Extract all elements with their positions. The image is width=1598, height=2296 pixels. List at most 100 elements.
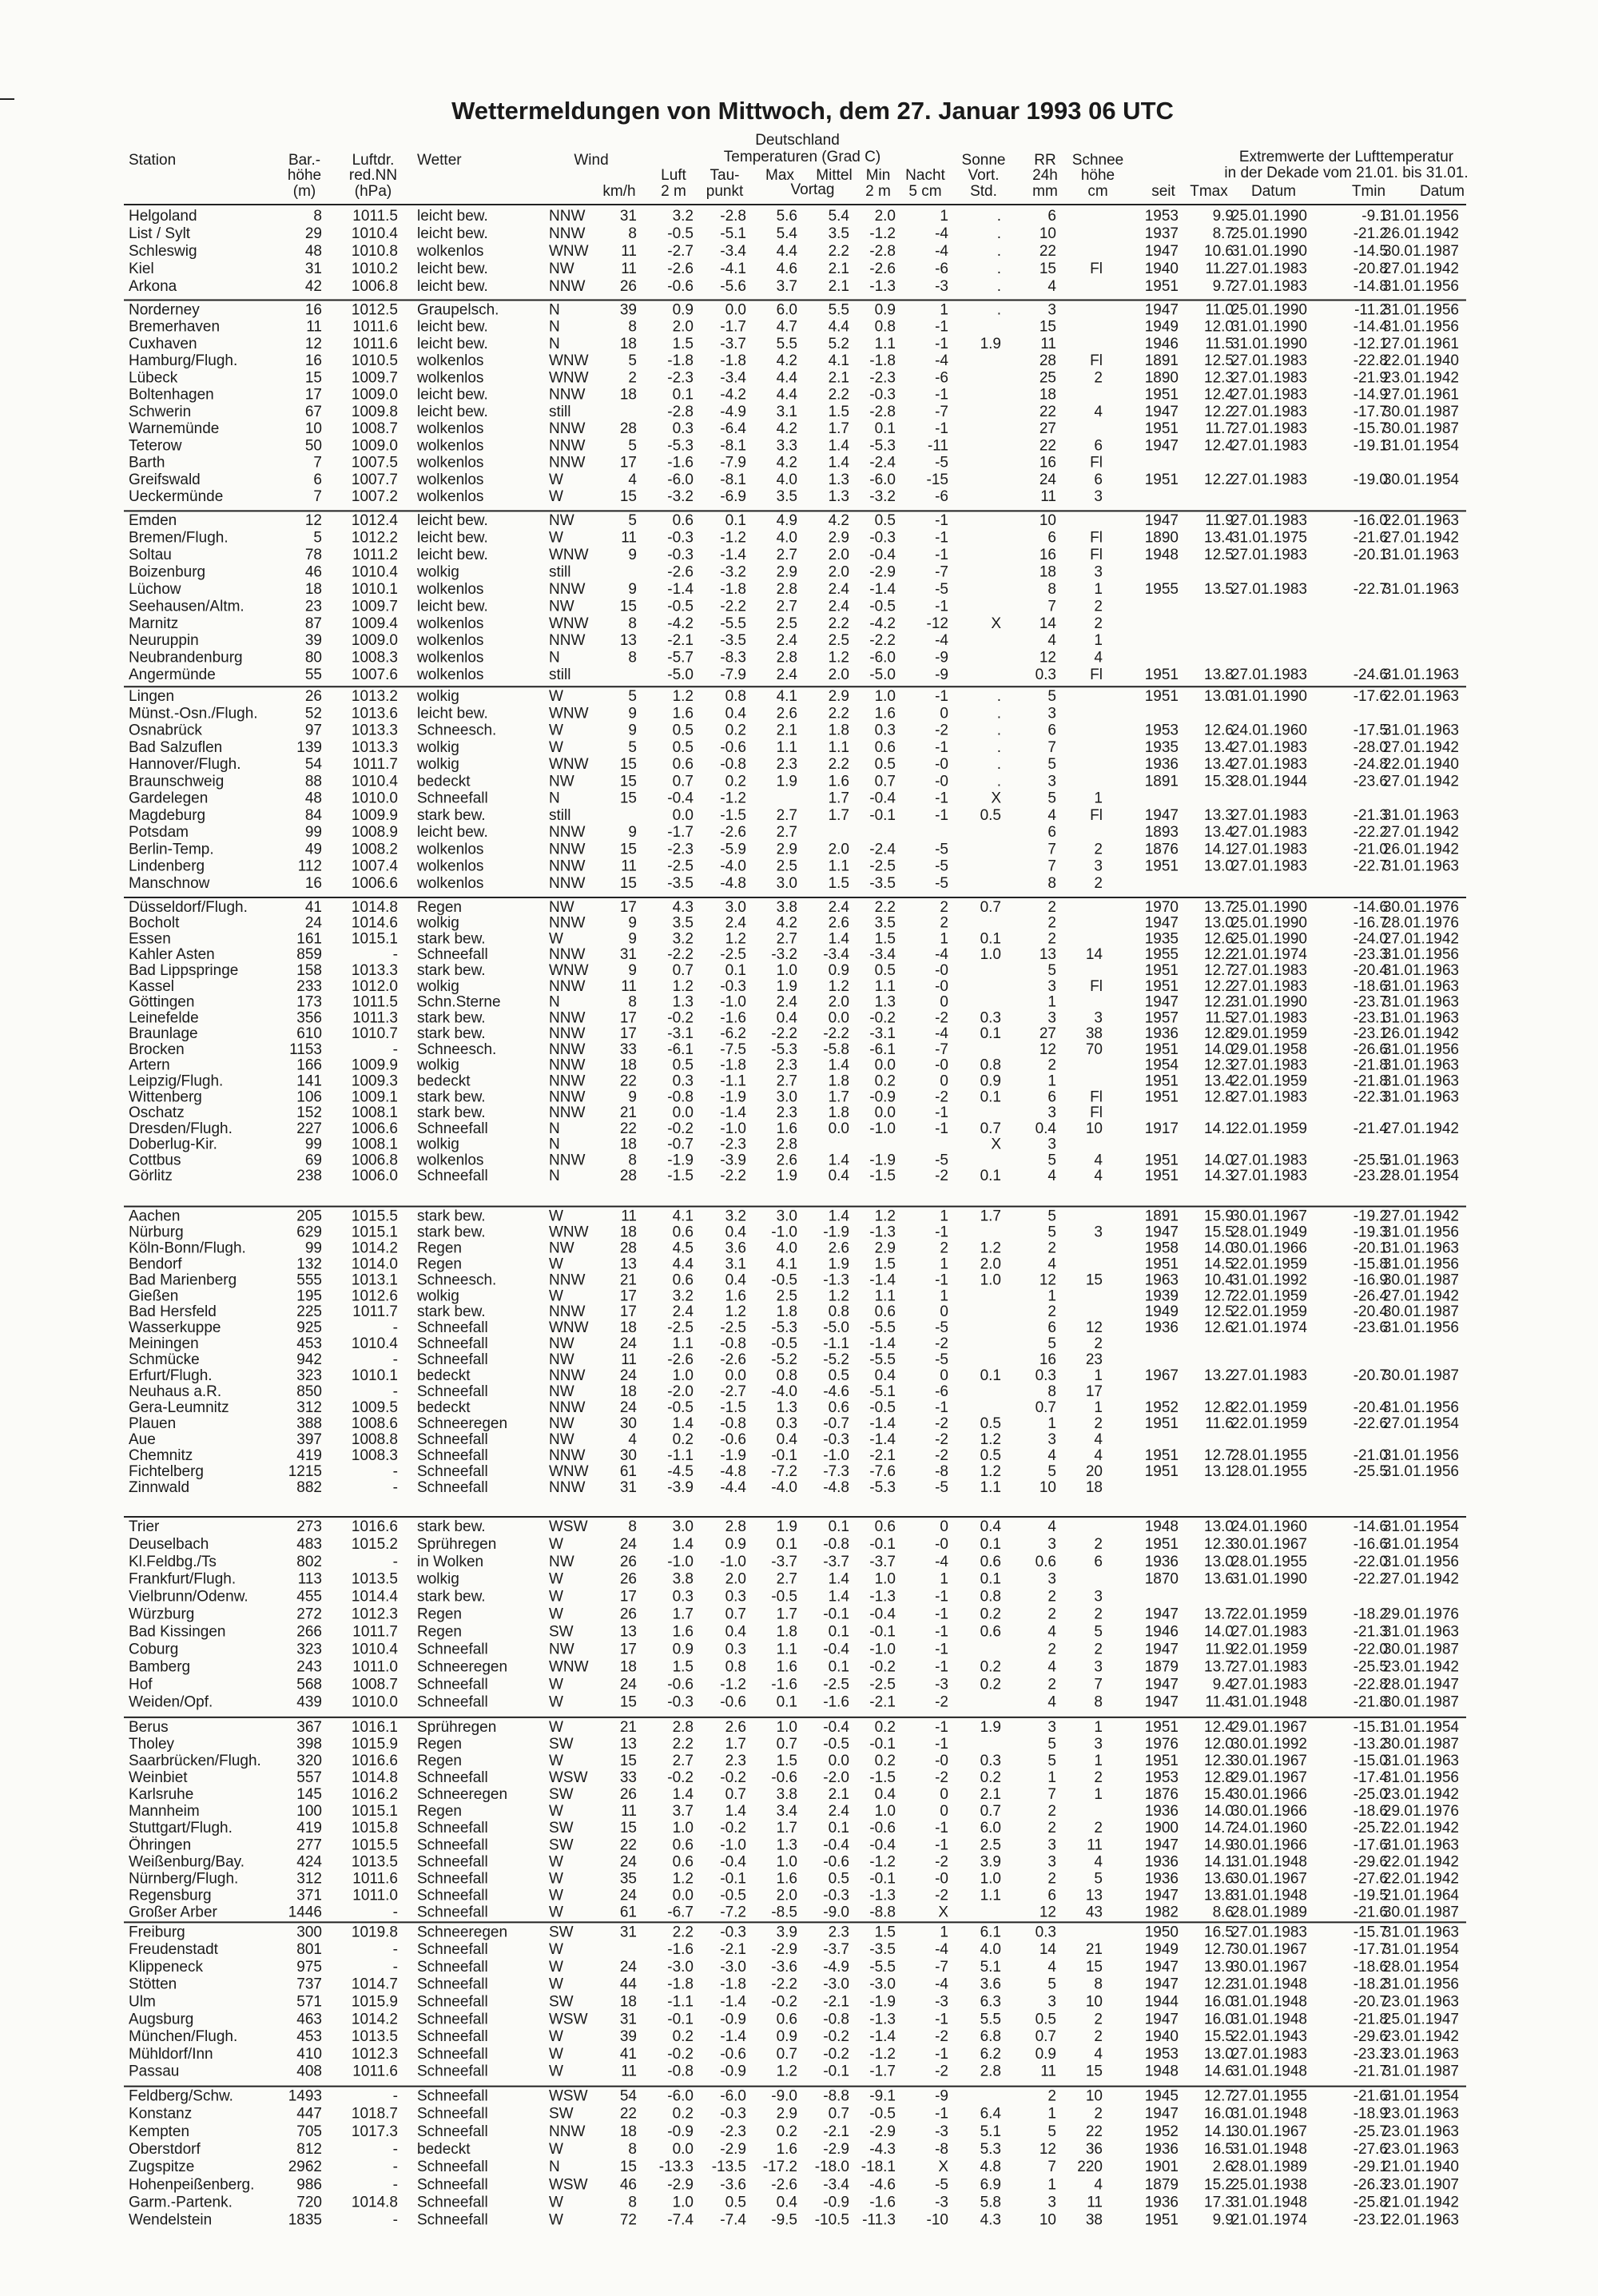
cell: 1.6 [673, 705, 694, 722]
cell: 0.1 [725, 962, 746, 979]
cell: -0.6 [720, 2046, 746, 2063]
cell: -10.5 [815, 2212, 849, 2229]
cell: 388 [296, 1415, 322, 1432]
cell: 27.01.1983 [1231, 420, 1307, 437]
cell: -18.0 [815, 2159, 849, 2175]
cell: leicht bew. [417, 547, 488, 563]
cell: 158 [296, 962, 322, 979]
cell: -17.5 [1354, 722, 1388, 739]
cell: 0.4 [1036, 1120, 1057, 1137]
cell: 859 [296, 946, 322, 963]
cell: 3.8 [777, 899, 797, 916]
cell: 22 [620, 1120, 637, 1137]
cell: W [549, 530, 563, 547]
cell: -1.6 [823, 1694, 849, 1711]
cell: W [549, 1536, 563, 1553]
cell: 3 [1047, 1571, 1056, 1588]
cell: 3.9 [980, 1853, 1001, 1870]
column-header: 2 m [865, 183, 891, 200]
cell: 27.01.1983 [1231, 841, 1307, 858]
cell: 13.4 [1204, 739, 1234, 756]
cell: 2.2 [875, 899, 896, 916]
cell: WNW [549, 243, 589, 260]
cell: 1.1 [829, 739, 849, 756]
cell: 5 [1047, 1335, 1056, 1352]
cell: -1.4 [869, 581, 896, 598]
cell: 26 [305, 688, 322, 705]
cell: 1.2 [673, 688, 694, 705]
station-name: Konstanz [129, 2106, 192, 2123]
cell: 13.5 [1204, 581, 1234, 598]
cell: 1939 [1145, 1287, 1179, 1304]
cell: 21.01.1940 [1383, 2159, 1459, 2175]
cell: 2.9 [875, 1240, 896, 1256]
cell: -1.9 [869, 1152, 896, 1168]
cell: 0.9 [673, 1641, 694, 1658]
cell: 1.2 [875, 1208, 896, 1224]
cell: 1.4 [829, 930, 850, 947]
cell: 1.8 [777, 1303, 797, 1320]
cell: 30.01.1992 [1231, 1736, 1307, 1753]
cell: 1.7 [673, 1606, 694, 1623]
cell: 0.1 [980, 1367, 1001, 1384]
cell: -0 [935, 1536, 948, 1553]
cell: 31.01.1956 [1383, 301, 1459, 318]
cell: 12.4 [1204, 387, 1234, 404]
cell: 5 [628, 512, 637, 529]
cell: 1.0 [980, 1271, 1001, 1288]
cell: 1936 [1145, 2141, 1179, 2158]
cell: 2.7 [777, 547, 797, 563]
cell: wolkenlos [416, 352, 483, 369]
cell: 31.01.1948 [1231, 2141, 1307, 2158]
cell: -3.7 [823, 1941, 849, 1958]
cell: 10 [1086, 2087, 1103, 2104]
cell: Schneefall [417, 2212, 488, 2229]
cell: 4 [1094, 404, 1103, 420]
cell: 273 [296, 1518, 322, 1535]
cell: 0.3 [1036, 667, 1056, 683]
cell: 312 [296, 1399, 322, 1416]
cell: stark bew. [417, 1088, 486, 1105]
cell: NNW [549, 208, 585, 225]
cell: 0.5 [1036, 2011, 1056, 2027]
cell: 1947 [1145, 807, 1179, 824]
cell: 173 [296, 994, 322, 1011]
cell: 0.1 [829, 1518, 849, 1535]
cell: -5.5 [869, 1959, 896, 1976]
cell: 1944 [1145, 1993, 1179, 2010]
cell: 2.3 [725, 1753, 746, 1769]
cell: 31.01.1956 [1383, 1447, 1459, 1464]
cell: NNW [549, 1072, 585, 1089]
cell: wolkig [416, 688, 459, 705]
cell: WNW [549, 1224, 589, 1240]
cell: 1949 [1145, 1303, 1179, 1320]
cell: W [549, 2063, 563, 2080]
cell: Schneefall [417, 2046, 488, 2063]
station-name: Marnitz [129, 615, 178, 632]
cell: -1.4 [720, 1104, 746, 1121]
report-title: Wettermeldungen von Mittwoch, dem 27. Ja… [451, 97, 1174, 125]
cell: 36 [1086, 2141, 1103, 2158]
cell: 1876 [1145, 841, 1179, 858]
cell: 27.01.1983 [1231, 512, 1307, 529]
cell: 1.7 [725, 1736, 746, 1753]
cell: 31 [620, 2011, 637, 2027]
cell: 0.4 [875, 1367, 896, 1384]
cell: -0.5 [720, 1887, 746, 1904]
cell: 28.01.1955 [1231, 1463, 1307, 1480]
cell: 9.9 [1213, 2212, 1234, 2229]
cell: 3.2 [725, 1208, 746, 1224]
cell: 3.6 [980, 1976, 1001, 1993]
cell: 22.01.1942 [1383, 1870, 1459, 1887]
cell: NW [549, 1240, 574, 1256]
cell: 28.01.1954 [1383, 1959, 1460, 1976]
cell: -1.0 [720, 994, 746, 1011]
cell: 1947 [1145, 243, 1179, 260]
cell: 31.01.1948 [1231, 1694, 1307, 1711]
cell: NNW [549, 858, 585, 875]
cell: 1 [1047, 1072, 1056, 1089]
cell: -0.6 [771, 1769, 797, 1786]
cell: 0.5 [875, 962, 896, 979]
cell: -1.7 [667, 824, 694, 841]
cell: Fl [1090, 530, 1103, 547]
